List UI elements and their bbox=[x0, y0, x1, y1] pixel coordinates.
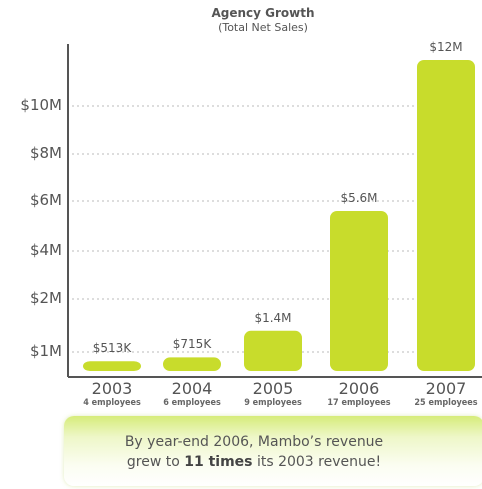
x-category-label: 2007 bbox=[425, 379, 467, 398]
y-tick-label: $2M bbox=[29, 289, 62, 307]
x-category-sublabel: 17 employees bbox=[327, 398, 391, 408]
y-tick-label: $8M bbox=[29, 144, 62, 162]
chart-subtitle: (Total Net Sales) bbox=[218, 21, 308, 34]
x-category-label: 2006 bbox=[338, 379, 380, 398]
bar-value-label: $5.6M bbox=[340, 191, 378, 205]
y-tick-label: $4M bbox=[29, 241, 62, 259]
bar-value-label: $715K bbox=[172, 337, 212, 352]
x-category-label: 2003 bbox=[91, 379, 133, 398]
x-category-label: 2005 bbox=[252, 379, 294, 398]
callout-line2-bold: 11 times bbox=[184, 454, 253, 470]
bar-2005 bbox=[244, 330, 302, 371]
x-category-sublabel: 9 employees bbox=[244, 398, 302, 408]
x-category-sublabel: 6 employees bbox=[163, 398, 221, 408]
callout-line2-prefix: grew to bbox=[126, 454, 185, 470]
callout-box: By year-end 2006, Mambo’s revenue grew t… bbox=[64, 416, 482, 486]
y-tick-label: $6M bbox=[29, 191, 62, 209]
callout-line2-suffix: its 2003 revenue! bbox=[252, 454, 382, 470]
x-category-sublabel: 4 employees bbox=[83, 398, 141, 408]
x-category-label: 2004 bbox=[171, 379, 213, 398]
bar-value-label: $1.4M bbox=[254, 310, 292, 325]
bar-2007 bbox=[417, 60, 475, 371]
bar-2003 bbox=[83, 361, 141, 371]
y-tick-label: $1M bbox=[29, 342, 62, 360]
callout-text: By year-end 2006, Mambo’s revenue grew t… bbox=[64, 432, 444, 472]
bar-2006 bbox=[330, 211, 388, 371]
x-category-sublabel: 25 employees bbox=[414, 398, 478, 408]
chart-title: Agency Growth bbox=[211, 6, 315, 20]
bar-2004 bbox=[163, 357, 221, 371]
bar-value-label: $513K bbox=[92, 341, 132, 356]
callout-line1: By year-end 2006, Mambo’s revenue bbox=[124, 434, 384, 450]
y-tick-label: $10M bbox=[20, 96, 62, 114]
bar-value-label: $12M bbox=[429, 40, 463, 54]
